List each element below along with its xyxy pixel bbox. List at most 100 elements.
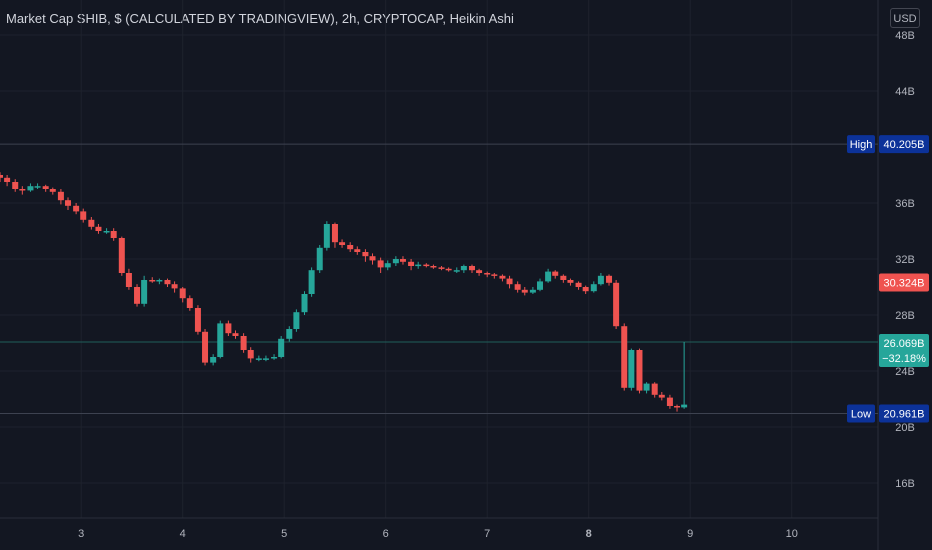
candle-body <box>529 289 536 293</box>
candle-body <box>560 275 567 280</box>
candle-body <box>194 308 201 332</box>
candle-body <box>445 268 452 271</box>
candle-body <box>65 200 72 206</box>
candle-body <box>164 280 171 285</box>
candle-body <box>12 182 19 189</box>
candle-body <box>651 383 658 395</box>
high-value-box <box>879 135 929 154</box>
y-tick-label: 28B <box>895 310 915 322</box>
candle-body <box>0 175 3 178</box>
candle-body <box>156 280 163 282</box>
y-tick-label: 36B <box>895 198 915 210</box>
candle-body <box>19 189 26 191</box>
candle-body <box>339 242 346 245</box>
high-value: 40.205B <box>884 139 925 151</box>
candle-body <box>536 281 543 290</box>
chart-title: Market Cap SHIB, $ (CALCULATED BY TRADIN… <box>6 11 514 26</box>
candle-body <box>125 273 132 287</box>
candle-body <box>271 357 278 359</box>
candle-body <box>308 270 315 294</box>
candle-body <box>42 186 49 189</box>
candle-body <box>399 259 406 262</box>
candle-body <box>210 357 217 363</box>
low-label: Low <box>851 409 871 421</box>
candle-body <box>582 287 589 292</box>
candle-body <box>186 298 193 308</box>
candle-body <box>232 333 239 336</box>
x-tick-label: 6 <box>383 528 389 540</box>
candle-body <box>590 284 597 292</box>
candle-body <box>423 264 430 267</box>
high-label-box <box>847 135 875 154</box>
last-price-value: 26.069B <box>884 338 925 350</box>
candle-body <box>179 288 186 299</box>
time-axis[interactable]: 3 4 5 6 7 8 9 10 <box>78 528 798 540</box>
candle-body <box>369 256 376 261</box>
price-axis[interactable]: 16B 20B 24B 28B 32B 36B 44B 48B <box>895 30 915 490</box>
candle-body <box>681 404 688 408</box>
candle-body <box>301 294 308 313</box>
candle-body <box>438 267 445 269</box>
low-label-box <box>847 404 875 423</box>
level-lines <box>0 143 878 415</box>
candle-body <box>575 282 582 287</box>
candle-body <box>415 264 422 267</box>
x-tick-label: 3 <box>78 528 84 540</box>
candle-body <box>567 280 574 283</box>
candle-body <box>217 323 224 357</box>
low-value: 20.961B <box>884 409 925 421</box>
candle-body <box>80 211 87 220</box>
candle-body <box>597 275 604 285</box>
candle-body <box>110 231 117 238</box>
candle-body <box>202 331 209 363</box>
candle-body <box>499 275 506 279</box>
candle-body <box>491 274 498 276</box>
candle-body <box>225 323 232 334</box>
candle-body <box>347 245 354 250</box>
low-tag: Low 20.961B <box>847 404 929 423</box>
y-tick-label: 32B <box>895 254 915 266</box>
last-price-change: −32.18% <box>882 353 926 365</box>
candle-body <box>674 406 681 408</box>
candle-body <box>658 394 665 398</box>
candle-body <box>484 273 491 275</box>
last-price-box <box>879 334 929 368</box>
x-tick-label: 4 <box>180 528 186 540</box>
grid-lines <box>0 0 878 518</box>
candle-body <box>34 186 41 188</box>
last-price-tag: 26.069B −32.18% <box>879 334 929 368</box>
candle-body <box>392 259 399 264</box>
candle-body <box>141 280 148 304</box>
x-tick-label: 8 <box>586 528 592 540</box>
candle-body <box>628 350 635 388</box>
candles <box>0 172 688 412</box>
candle-body <box>118 238 125 273</box>
candle-body <box>49 189 56 192</box>
high-label: High <box>850 139 873 151</box>
candle-body <box>606 275 613 283</box>
candle-body <box>621 326 628 388</box>
candle-body <box>57 191 64 201</box>
candle-body <box>316 247 323 271</box>
candle-body <box>453 270 460 272</box>
y-tick-label: 16B <box>895 478 915 490</box>
candle-body <box>468 266 475 271</box>
candle-body <box>4 177 11 182</box>
candle-body <box>103 231 110 233</box>
candle-body <box>240 336 247 350</box>
candle-body <box>354 249 361 252</box>
candle-body <box>552 271 559 276</box>
candle-body <box>247 350 254 359</box>
candle-body <box>521 289 528 293</box>
y-tick-label: 48B <box>895 30 915 42</box>
currency-button[interactable]: USD <box>890 8 920 28</box>
candle-body <box>384 263 391 268</box>
candle-body <box>476 270 483 273</box>
candle-body <box>149 280 156 282</box>
x-tick-label: 7 <box>484 528 490 540</box>
candle-body <box>293 312 300 329</box>
y-tick-label: 24B <box>895 366 915 378</box>
prev-close-box <box>879 273 929 292</box>
candle-body <box>506 278 513 285</box>
